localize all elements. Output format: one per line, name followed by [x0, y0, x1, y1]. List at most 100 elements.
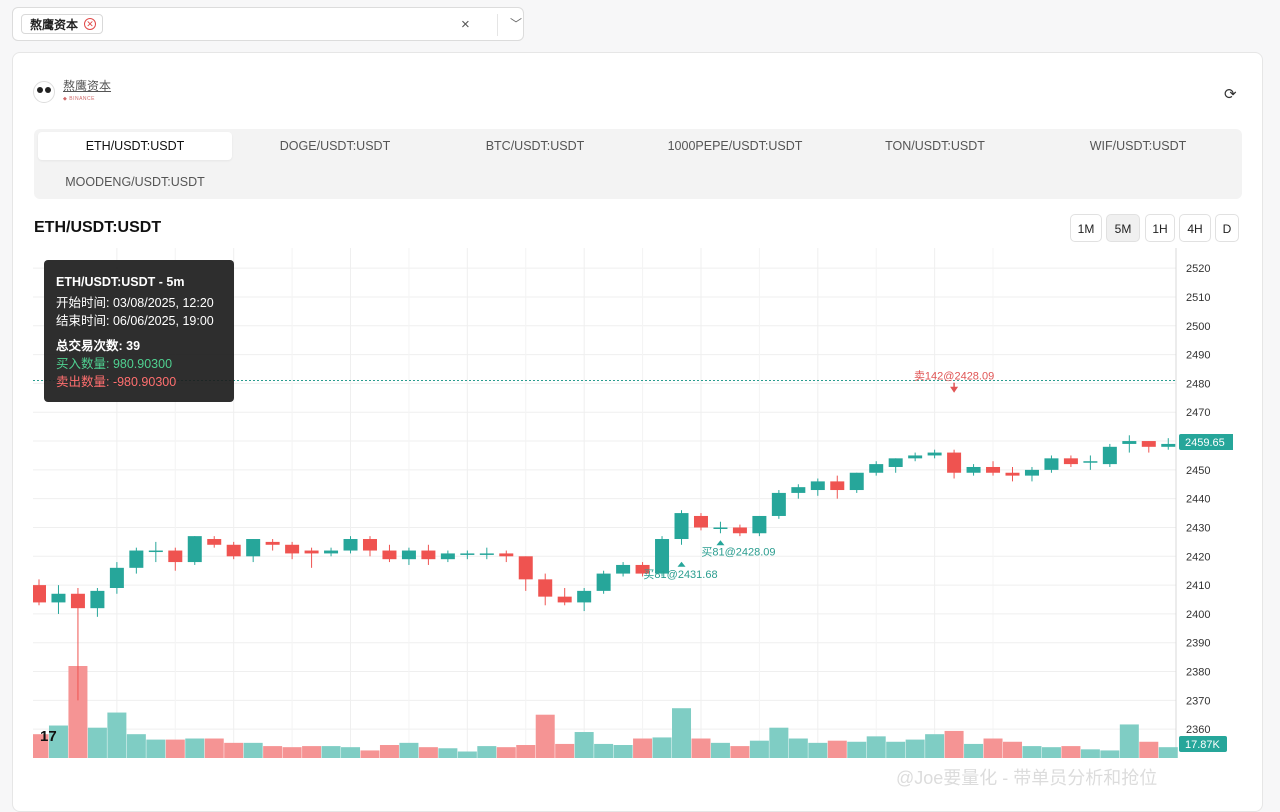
volume-bar — [594, 743, 614, 758]
volume-bar — [633, 738, 653, 758]
candle-body — [1102, 446, 1117, 465]
volume-bar — [204, 738, 224, 758]
symbol-tabs: ETH/USDT:USDT DOGE/USDT:USDT BTC/USDT:USDT… — [34, 129, 1242, 199]
volume-bar — [477, 746, 497, 758]
candle-body — [51, 593, 66, 603]
tab-moodeng-usdt-usdt[interactable]: MOODENG/USDT:USDT — [65, 175, 205, 189]
selected-account-tag: 熬鹰资本 ✕ — [21, 14, 104, 34]
volume-bar — [418, 747, 438, 758]
candle-body — [655, 539, 670, 574]
remove-tag-icon[interactable]: ✕ — [84, 18, 97, 30]
candle-body — [693, 515, 708, 528]
volume-bar — [983, 738, 1003, 758]
candle-body — [577, 590, 592, 603]
exchange-label: ◆ BINANCE — [63, 96, 95, 102]
tab-doge-usdt-usdt[interactable]: DOGE/USDT:USDT — [279, 139, 391, 153]
timeframe-1h-button[interactable]: 1H — [1145, 214, 1175, 242]
volume-bar — [788, 738, 808, 758]
panda-avatar-icon — [33, 81, 55, 103]
buy-trade-label: 买81@2431.68 — [643, 568, 717, 581]
y-tick-label: 2410 — [1186, 580, 1210, 592]
volume-bar — [1003, 741, 1022, 758]
volume-bar — [438, 748, 458, 758]
candle-body — [246, 539, 261, 557]
candle-body — [207, 539, 222, 545]
candle-body — [1161, 443, 1176, 447]
candle-body — [70, 593, 85, 609]
strategy-card: 熬鹰资本 ◆ BINANCE ⟳ ETH/USDT:USDT DOGE/USDT:… — [12, 52, 1263, 812]
volume-bar — [185, 738, 205, 758]
candle-body — [927, 452, 942, 456]
tab-ton-usdt-usdt[interactable]: TON/USDT:USDT — [885, 139, 985, 153]
volume-bar — [165, 739, 185, 758]
y-tick-label: 2440 — [1186, 494, 1210, 506]
volume-bar — [535, 714, 555, 758]
volume-bar — [710, 742, 730, 758]
brand-name[interactable]: 熬鹰资本 — [63, 79, 112, 93]
volume-bar — [1061, 746, 1081, 758]
candle-body — [382, 550, 397, 560]
candle-body — [518, 556, 533, 580]
candle-body — [1122, 441, 1137, 444]
refresh-icon[interactable]: ⟳ — [1224, 86, 1237, 103]
candle-body — [304, 550, 319, 554]
timeframe-4h-button[interactable]: 4H — [1179, 214, 1211, 242]
candle-body — [752, 515, 767, 534]
candle-body — [1141, 441, 1156, 447]
volume-bar — [652, 737, 672, 758]
candle-body — [168, 550, 183, 563]
tab-eth-usdt-usdt[interactable]: ETH/USDT:USDT — [38, 132, 232, 160]
last-price-label: 2459.65 — [1185, 437, 1225, 449]
timeframe-5m-button[interactable]: 5M — [1106, 214, 1140, 242]
candle-body — [440, 553, 455, 560]
volume-badge — [1179, 736, 1227, 752]
clear-icon[interactable]: × — [461, 16, 470, 33]
volume-bar — [126, 734, 146, 758]
tradingview-logo-icon: 17 — [40, 728, 57, 745]
tab-btc-usdt-usdt[interactable]: BTC/USDT:USDT — [485, 139, 585, 153]
candle-body — [947, 452, 962, 473]
candle-body — [1063, 458, 1078, 465]
tab-wif-usdt-usdt[interactable]: WIF/USDT:USDT — [1089, 139, 1187, 153]
candle-body — [538, 579, 553, 597]
tooltip-sell-qty: 卖出数量: -980.90300 — [56, 375, 177, 389]
sell-marker-icon — [950, 386, 959, 393]
candle-body — [616, 564, 631, 574]
volume-bar — [1119, 724, 1139, 758]
candle-body — [285, 544, 300, 554]
candlestick-chart[interactable]: 2360 2370 2380 2390 2400 2410 2420 2430 2440 2450… — [33, 248, 1233, 758]
volume-bar — [691, 738, 711, 758]
volume-bar — [944, 730, 964, 758]
timeframe-d-button[interactable]: D — [1215, 214, 1239, 242]
candle-body — [90, 590, 105, 609]
volume-bar — [457, 751, 477, 758]
volume-bar — [224, 742, 244, 758]
tab-1000pepe-usdt-usdt[interactable]: 1000PEPE/USDT:USDT — [667, 139, 803, 153]
volume-bar — [87, 727, 107, 758]
y-tick-label: 2390 — [1186, 638, 1210, 650]
divider — [497, 14, 498, 36]
volume-bar — [827, 740, 847, 758]
tooltip-start-time: 开始时间: 03/08/2025, 12:20 — [56, 296, 214, 310]
chevron-down-icon[interactable]: ﹀ — [510, 17, 523, 31]
volume-bar — [263, 746, 283, 758]
volume-bar — [282, 747, 302, 758]
volume-bar — [107, 712, 127, 758]
account-selector[interactable]: 熬鹰资本 ✕ × ﹀ — [12, 7, 524, 41]
candle-body — [1005, 472, 1020, 476]
candle-body — [129, 550, 144, 568]
timeframe-1m-button[interactable]: 1M — [1070, 214, 1102, 242]
volume-bar — [925, 734, 945, 758]
candle-body — [401, 550, 416, 560]
volume-bar — [1158, 747, 1178, 758]
tooltip-buy-qty: 买入数量: 980.90300 — [56, 357, 173, 371]
y-tick-label: 2430 — [1186, 522, 1210, 534]
candle-body — [557, 596, 572, 603]
buy-marker-icon — [716, 540, 725, 546]
candle-body — [187, 536, 202, 563]
candle-body — [109, 567, 124, 588]
volume-bar — [341, 747, 361, 758]
volume-bar — [496, 747, 516, 758]
last-price-badge — [1179, 434, 1233, 451]
candle-body — [479, 553, 494, 555]
